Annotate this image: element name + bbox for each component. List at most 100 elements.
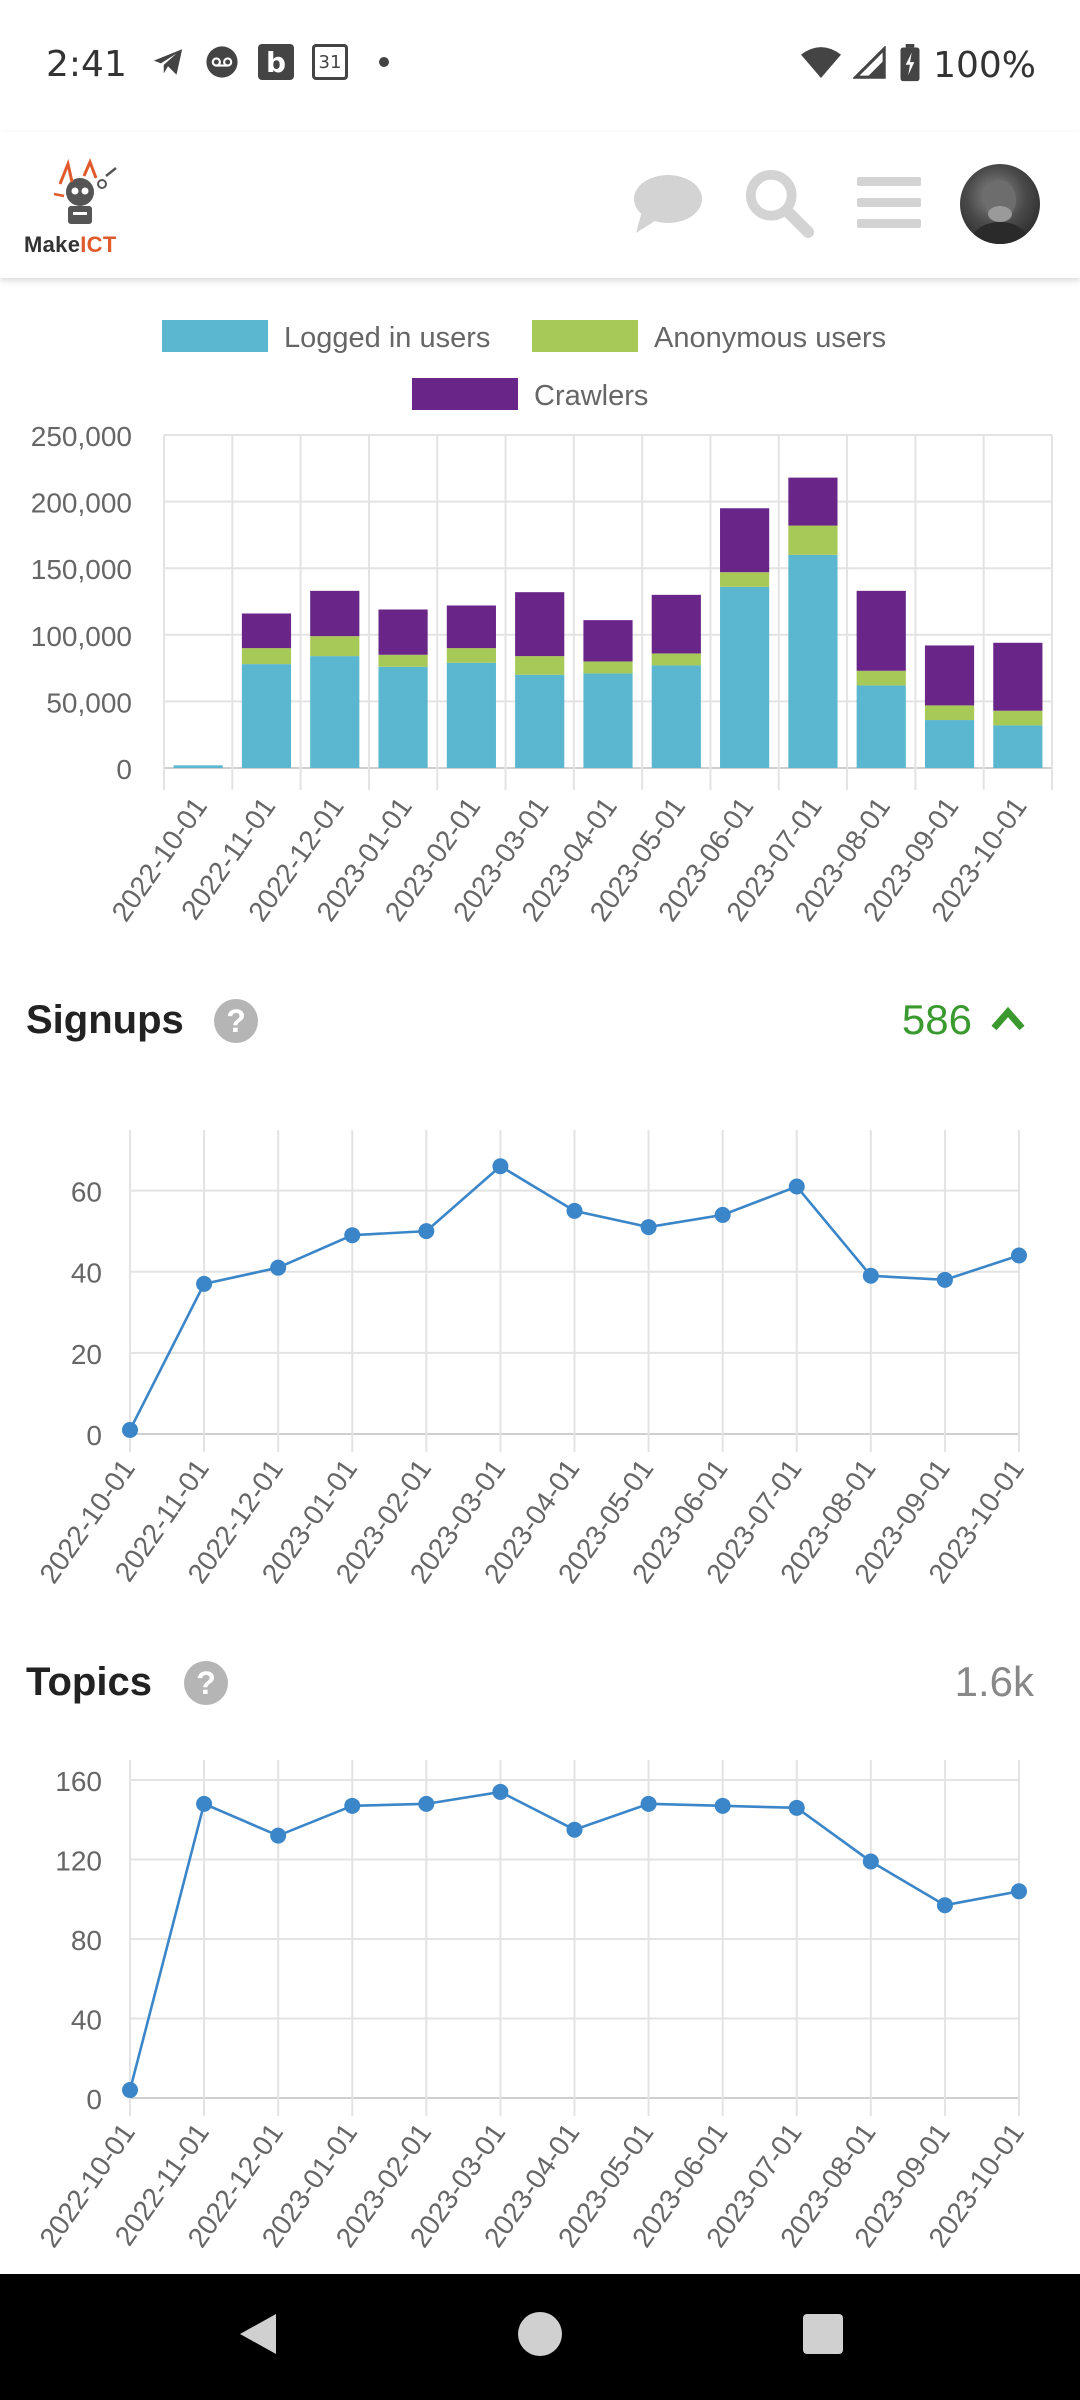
topics-title: Topics: [26, 1660, 152, 1704]
bar-segment: [583, 661, 633, 674]
battery-percent: 100%: [933, 45, 1036, 86]
legend-logged-in-swatch: [162, 320, 268, 352]
bar-segment: [241, 664, 292, 768]
y-tick-label: 250,000: [31, 421, 132, 452]
legend-anonymous-swatch: [532, 320, 638, 352]
signups-data-point: [1011, 1247, 1027, 1264]
topics-data-point: [270, 1827, 287, 1844]
chat-icon: [632, 170, 704, 241]
signups-data-point: [344, 1227, 361, 1244]
logo-make: Make: [24, 232, 81, 257]
topics-data-point: [196, 1795, 213, 1812]
search-icon: [744, 168, 814, 243]
battery-icon: [899, 44, 921, 87]
recents-button[interactable]: [793, 2306, 853, 2366]
signal-icon: [852, 45, 887, 85]
topics-y-tick-label: 80: [71, 1925, 102, 1956]
status-time: 2:41: [46, 44, 127, 85]
bar-segment: [788, 477, 838, 526]
topics-help-icon[interactable]: ?: [184, 1661, 228, 1705]
signups-data-point: [788, 1178, 805, 1195]
chat-button[interactable]: [630, 167, 706, 243]
signups-data-point: [492, 1158, 509, 1175]
bar-segment: [993, 710, 1043, 726]
signups-value: 586: [901, 996, 972, 1043]
topics-data-point: [418, 1795, 435, 1812]
bar-segment: [378, 666, 428, 768]
dot-icon: [366, 44, 402, 80]
signups-data-point: [270, 1259, 287, 1276]
home-icon: [516, 2310, 564, 2363]
bar-segment: [446, 662, 496, 768]
bar-segment: [583, 673, 633, 768]
bar-segment: [241, 613, 292, 649]
signups-y-tick-label: 20: [71, 1339, 102, 1370]
bar-segment: [446, 605, 496, 649]
legend-logged-in-label: Logged in users: [284, 322, 490, 354]
search-button[interactable]: [741, 167, 817, 243]
site-header: MakeICT: [0, 132, 1080, 278]
y-tick-label: 200,000: [31, 488, 132, 519]
navigation-bar: [0, 2274, 1080, 2400]
y-tick-label: 0: [116, 754, 132, 785]
signups-y-tick-label: 0: [86, 1420, 102, 1451]
topics-data-point: [640, 1795, 657, 1812]
topics-data-point: [936, 1897, 953, 1914]
bar-segment: [515, 674, 565, 768]
signups-help-icon[interactable]: ?: [214, 999, 258, 1043]
voicemail-icon: [204, 44, 240, 80]
bar-segment: [788, 525, 838, 555]
menu-button[interactable]: [851, 167, 927, 243]
topics-chart: 040801201602022-10-012022-11-012022-12-0…: [33, 1760, 1030, 2253]
bar-segment: [651, 653, 701, 666]
topics-y-tick-label: 120: [55, 1846, 102, 1877]
wifi-icon: [801, 46, 842, 85]
signups-data-point: [714, 1206, 731, 1223]
bar-segment: [924, 645, 975, 706]
bar-segment: [856, 670, 906, 686]
back-icon: [236, 2310, 280, 2363]
topics-data-point: [862, 1853, 879, 1870]
signups-data-point: [196, 1275, 213, 1292]
logo-ict: ICT: [80, 232, 117, 257]
signups-data-point: [936, 1271, 953, 1288]
calendar-icon: 31: [312, 44, 348, 80]
bar-segment: [583, 620, 633, 662]
bar-segment: [515, 592, 565, 657]
bar-segment: [924, 705, 975, 721]
topics-y-tick-label: 0: [86, 2084, 102, 2115]
b-app-icon: b: [258, 44, 294, 80]
bar-segment: [310, 590, 360, 637]
bar-segment: [993, 642, 1043, 711]
user-avatar[interactable]: [960, 164, 1040, 244]
y-tick-label: 150,000: [31, 554, 132, 585]
telegram-icon: [150, 44, 186, 80]
signups-data-point: [862, 1267, 879, 1284]
bar-segment: [856, 685, 906, 768]
topics-data-point: [1011, 1883, 1027, 1900]
signups-y-tick-label: 40: [71, 1258, 102, 1289]
home-button[interactable]: [510, 2306, 570, 2366]
makeict-logo[interactable]: [24, 154, 136, 264]
trend-up-icon: [990, 1006, 1026, 1037]
back-button[interactable]: [228, 2306, 288, 2366]
bar-segment: [241, 648, 292, 665]
signups-data-point: [418, 1223, 435, 1240]
topics-data-point: [788, 1799, 805, 1816]
bar-segment: [446, 648, 496, 663]
topics-data-point: [344, 1797, 361, 1814]
signups-data-point: [122, 1421, 138, 1438]
bar-segment: [651, 665, 701, 768]
signups-data-point: [640, 1219, 657, 1236]
topics-data-point: [122, 2082, 138, 2099]
bar-segment: [993, 725, 1043, 768]
bar-segment: [924, 720, 975, 768]
recents-icon: [801, 2312, 845, 2361]
bar-segment: [856, 590, 906, 671]
topics-data-point: [714, 1797, 731, 1814]
status-bar: 2:41 b 31 100%: [0, 0, 1080, 132]
signups-title: Signups: [26, 998, 184, 1042]
y-tick-label: 100,000: [31, 621, 132, 652]
legend-anonymous-label: Anonymous users: [654, 322, 886, 354]
